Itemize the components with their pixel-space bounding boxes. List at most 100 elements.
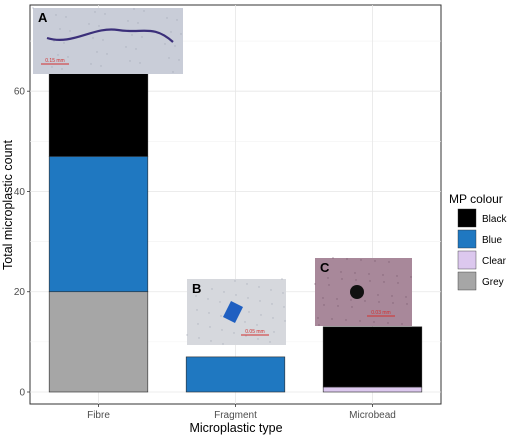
fibre-particle (46, 28, 174, 43)
inset-speckle (172, 71, 174, 73)
inset-speckle (139, 62, 141, 64)
inset-speckle (207, 298, 209, 300)
legend-label-clear: Clear (482, 256, 507, 267)
legend-key-clear (457, 250, 477, 270)
x-tick-label: Fragment (214, 410, 257, 421)
inset-speckle (392, 302, 394, 304)
inset-speckle (127, 20, 129, 22)
inset-speckle (327, 277, 329, 279)
inset-speckle (55, 14, 57, 16)
inset-speckle (168, 57, 170, 59)
inset-speckle (196, 309, 198, 311)
y-tick-label: 0 (19, 388, 25, 399)
inset-speckle (337, 305, 339, 307)
inset-speckle (387, 322, 389, 324)
inset-speckle (245, 335, 247, 337)
inset-speckle (364, 300, 366, 302)
bar-segment-fibre-grey (48, 291, 149, 393)
inset-speckle (51, 66, 53, 68)
inset-speckle (378, 301, 380, 303)
inset-speckle (63, 42, 65, 44)
inset-speckle (270, 289, 272, 291)
inset-speckle (354, 272, 356, 274)
inset-speckle (210, 340, 212, 342)
plot-panel: 0.15 mm A 0.05 mm B 0.03 mm C (29, 4, 442, 405)
inset-speckle (360, 259, 362, 261)
y-tick-label: 60 (14, 87, 26, 98)
legend-key-black (457, 208, 477, 228)
inset-speckle (137, 22, 139, 24)
inset-speckle (341, 278, 343, 280)
inset-speckle (396, 275, 398, 277)
y-tick-label: 20 (14, 287, 26, 298)
inset-speckle (406, 303, 408, 305)
inset-speckle (208, 312, 210, 314)
inset-speckle (318, 324, 320, 326)
inset-speckle (106, 53, 108, 55)
inset-speckle (405, 296, 407, 298)
inset-speckle (129, 60, 131, 62)
photo-insets: 0.15 mm A 0.05 mm B 0.03 mm C (32, 7, 412, 345)
scale-bar-label: 0.15 mm (45, 58, 64, 64)
inset-speckle (410, 276, 412, 278)
inset-speckle (258, 286, 260, 288)
inset-speckle (382, 274, 384, 276)
inset-speckle (221, 329, 223, 331)
inset-speckle (383, 281, 385, 283)
inset-speckle (125, 46, 127, 48)
y-axis-title: Total microplastic count (1, 140, 15, 270)
scale-bar-label: 0.03 mm (371, 310, 390, 316)
inset-speckle (141, 36, 143, 38)
inset-speckle (332, 257, 334, 259)
inset-speckle (220, 315, 222, 317)
inset-speckle (397, 282, 399, 284)
inset-speckle (391, 295, 393, 297)
inset-speckle (209, 326, 211, 328)
inset-speckle (98, 25, 100, 27)
inset-speckle (223, 291, 225, 293)
inset-speckle (135, 48, 137, 50)
inset-speckle (317, 317, 319, 319)
inset-speckle (373, 321, 375, 323)
inset-fibre-background (33, 8, 183, 74)
x-tick-label: Microbead (349, 410, 396, 421)
inset-speckle (198, 337, 200, 339)
inset-speckle (234, 280, 236, 282)
inset-speckle (257, 338, 259, 340)
inset-speckle (359, 320, 361, 322)
inset-speckle (219, 301, 221, 303)
bar-segment-fibre-black (48, 65, 149, 157)
inset-speckle (32, 7, 34, 9)
inset-speckle (269, 341, 271, 343)
inset-speckle (133, 8, 135, 10)
inset-speckle (259, 300, 261, 302)
inset-speckle (88, 23, 90, 25)
inset-microbead: 0.03 mm C (314, 257, 412, 326)
inset-speckle (164, 43, 166, 45)
inset-letter-b: B (192, 281, 201, 296)
inset-speckle (283, 306, 285, 308)
microbead-particle (350, 285, 364, 299)
inset-speckle (355, 279, 357, 281)
legend-label-blue: Blue (482, 235, 502, 246)
legend-label-black: Black (482, 214, 507, 225)
inset-speckle (69, 30, 71, 32)
inset-speckle (102, 39, 104, 41)
inset-speckle (244, 321, 246, 323)
inset-speckle (282, 292, 284, 294)
inset-speckle (178, 59, 180, 61)
inset-speckle (195, 295, 197, 297)
legend-key-grey (457, 271, 477, 291)
inset-speckle (211, 288, 213, 290)
inset-speckle (199, 285, 201, 287)
x-tick-label: Fibre (87, 410, 110, 421)
inset-speckle (67, 56, 69, 58)
inset-speckle (233, 332, 235, 334)
legend-title: MP colour (449, 192, 503, 206)
inset-speckle (368, 273, 370, 275)
inset-speckle (166, 17, 168, 19)
y-tick-label: 40 (14, 187, 26, 198)
inset-speckle (57, 54, 59, 56)
inset-speckle (377, 294, 379, 296)
inset-speckle (248, 311, 250, 313)
